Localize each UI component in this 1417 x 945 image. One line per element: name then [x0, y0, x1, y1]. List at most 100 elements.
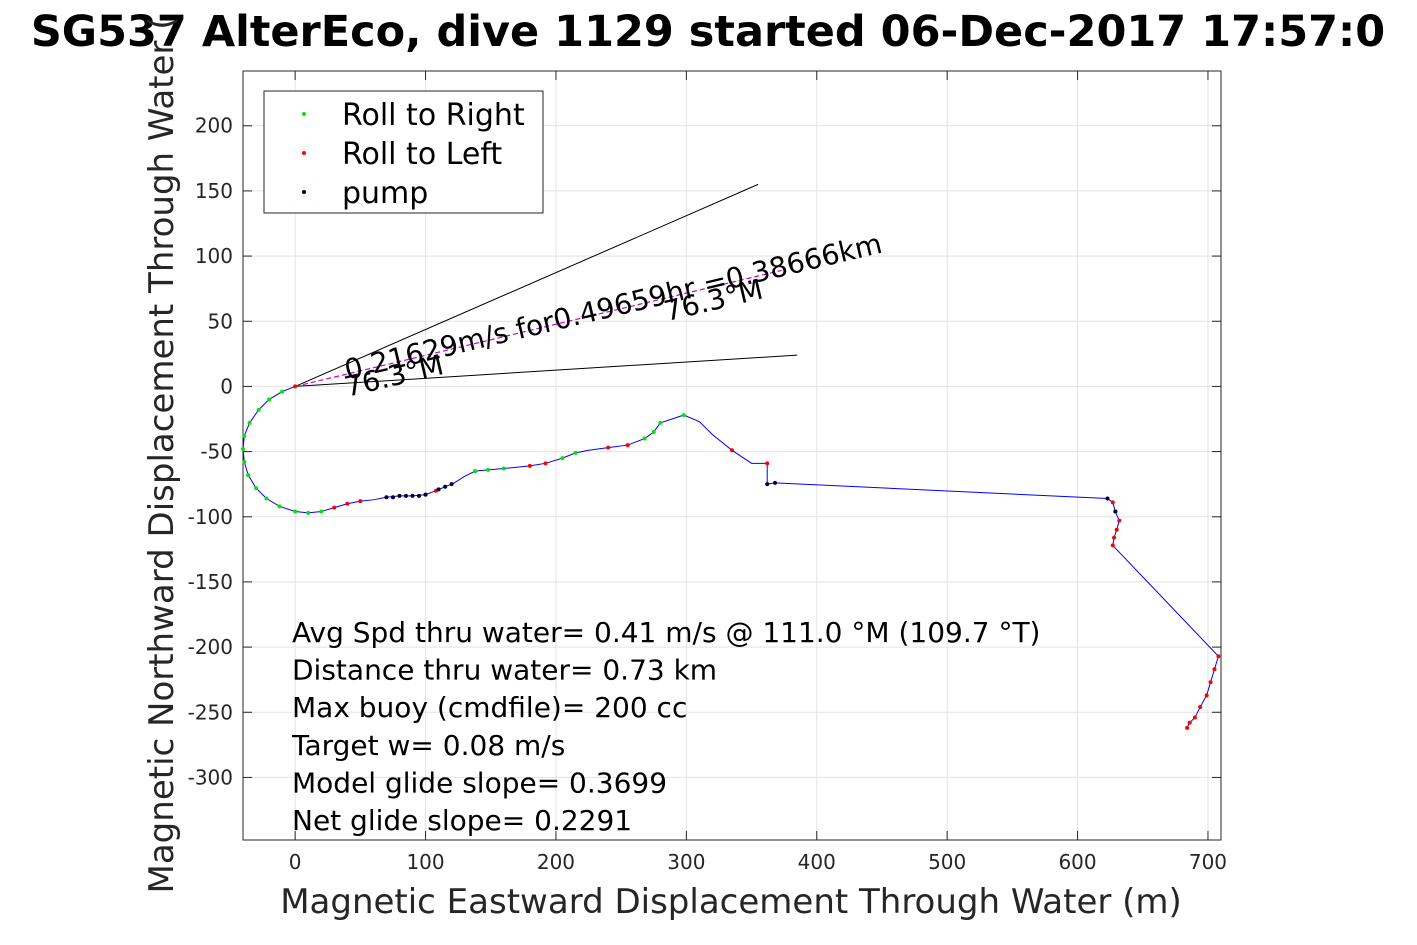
- x-tick-label: 500: [928, 850, 966, 874]
- pump-point: [417, 493, 422, 498]
- legend-label: Roll to Right: [342, 98, 525, 133]
- bearing-line: [295, 354, 798, 387]
- y-tick-label: 50: [208, 309, 233, 333]
- y-tick-label: -250: [188, 700, 233, 724]
- roll-to-right-point: [264, 496, 269, 501]
- roll-to-right-point: [242, 460, 247, 465]
- roll-to-left-point: [358, 499, 363, 504]
- roll-to-left-point: [1110, 500, 1115, 505]
- stats-line: Net glide slope= 0.2291: [292, 804, 632, 837]
- roll-to-left-point: [1117, 518, 1122, 523]
- roll-to-left-point: [1212, 667, 1217, 672]
- roll-to-left-point: [332, 505, 337, 510]
- roll-to-right-point: [501, 466, 506, 471]
- roll-to-right-point: [658, 420, 663, 425]
- roll-to-right-point: [242, 433, 247, 438]
- track-line: [242, 385, 1219, 729]
- roll-to-left-point: [1208, 680, 1213, 685]
- roll-to-left-point: [606, 445, 611, 450]
- legend-marker: [302, 151, 306, 155]
- x-tick-label: 300: [667, 850, 705, 874]
- roll-to-left-point: [1185, 725, 1190, 730]
- x-tick-label: 100: [406, 850, 444, 874]
- pump-point: [773, 480, 778, 485]
- roll-to-right-point: [642, 436, 647, 441]
- roll-to-right-point: [246, 473, 251, 478]
- legend-label: pump: [342, 176, 428, 211]
- roll-to-left-point: [1110, 543, 1115, 548]
- y-tick-label: -50: [200, 440, 233, 464]
- y-tick-label: -100: [188, 505, 233, 529]
- stats-line: Target w= 0.08 m/s: [291, 729, 565, 762]
- y-tick-label: 150: [195, 179, 233, 203]
- stats-line: Distance thru water= 0.73 km: [292, 654, 717, 687]
- roll-to-right-point: [256, 407, 261, 412]
- pump-point: [384, 495, 389, 500]
- roll-to-left-point: [1112, 535, 1117, 540]
- y-tick-label: -200: [188, 635, 233, 659]
- y-axis-label: Magnetic Northward Displacement Through …: [142, 17, 182, 894]
- x-tick-label: 400: [798, 850, 836, 874]
- pump-point: [390, 495, 395, 500]
- stats-line: Avg Spd thru water= 0.41 m/s @ 111.0 °M …: [292, 616, 1040, 649]
- y-tick-label: 0: [220, 374, 233, 398]
- roll-to-left-point: [1204, 693, 1209, 698]
- legend-marker: [302, 112, 306, 116]
- x-tick-label: 200: [537, 850, 575, 874]
- axis-ticks: 0 100 200 300 400 500 600 700-300-250-200-150-1…: [188, 71, 1227, 874]
- y-tick-label: 100: [195, 244, 233, 268]
- y-tick-label: -150: [188, 570, 233, 594]
- pump-point: [410, 493, 415, 498]
- y-tick-label: 200: [195, 114, 233, 138]
- plot-frame: [242, 70, 1222, 841]
- pump-point: [404, 493, 408, 498]
- pump-point: [436, 487, 441, 492]
- x-tick-label: 0: [289, 850, 302, 874]
- roll-to-right-point: [306, 510, 311, 515]
- pump-point: [449, 482, 454, 487]
- roll-to-left-point: [1114, 527, 1119, 532]
- roll-to-right-point: [277, 504, 282, 509]
- roll-to-right-point: [560, 456, 565, 461]
- pump-point: [765, 482, 770, 487]
- x-axis-label: Magnetic Eastward Displacement Through W…: [280, 882, 1182, 922]
- roll-to-right-point: [247, 420, 252, 425]
- roll-to-right-point: [473, 469, 478, 474]
- stats-block: Avg Spd thru water= 0.41 m/s @ 111.0 °M …: [291, 616, 1040, 837]
- roll-to-left-point: [1187, 720, 1192, 725]
- bearing-line: [294, 183, 759, 387]
- roll-to-right-point: [486, 467, 491, 472]
- roll-to-left-point: [1198, 705, 1203, 710]
- course-line: [295, 269, 782, 388]
- roll-to-left-point: [293, 384, 298, 389]
- roll-to-left-point: [730, 448, 734, 453]
- x-tick-label: 600: [1058, 850, 1096, 874]
- pump-point: [397, 493, 402, 498]
- roll-to-right-point: [319, 509, 324, 514]
- roll-to-right-point: [293, 509, 298, 514]
- roll-to-right-point: [280, 389, 285, 394]
- pump-point: [423, 492, 428, 497]
- x-tick-label: 700: [1189, 850, 1227, 874]
- roll-to-right-point: [651, 430, 656, 435]
- stats-line: Model glide slope= 0.3699: [292, 766, 667, 799]
- roll-to-right-point: [254, 486, 259, 491]
- stats-line: Max buoy (cmdfile)= 200 cc: [292, 691, 687, 724]
- legend: Roll to Right Roll to Left pump: [263, 90, 544, 214]
- pump-point: [1105, 496, 1110, 501]
- pump-point: [1113, 509, 1118, 514]
- roll-to-left-point: [625, 443, 630, 448]
- roll-to-right-point: [267, 397, 272, 402]
- roll-to-right-point: [681, 413, 686, 418]
- pump-point: [443, 484, 448, 489]
- y-tick-label: -300: [188, 765, 233, 789]
- roll-to-right-point: [241, 446, 245, 451]
- roll-to-left-point: [345, 501, 350, 506]
- roll-to-right-point: [573, 450, 578, 455]
- legend-box: [263, 90, 544, 214]
- roll-to-left-point: [1216, 654, 1221, 659]
- roll-to-left-point: [1192, 715, 1197, 720]
- roll-to-left-point: [765, 461, 770, 466]
- legend-label: Roll to Left: [342, 137, 502, 172]
